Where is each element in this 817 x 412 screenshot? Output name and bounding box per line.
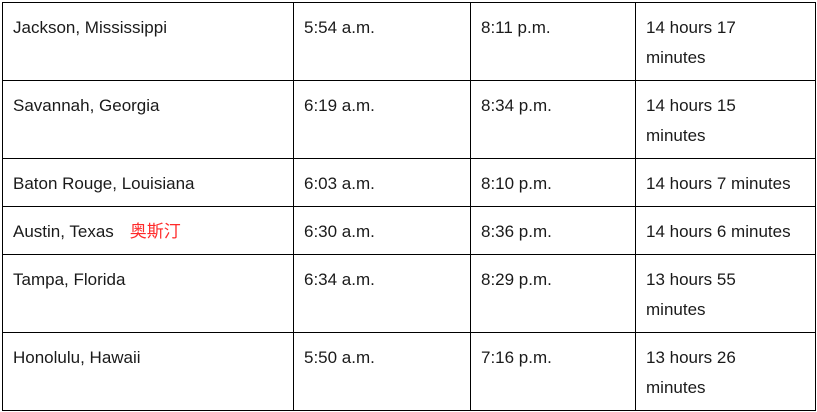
daylight-cell: 14 hours 6 minutes	[635, 206, 816, 255]
daylight-cell: 13 hours 55 minutes	[635, 254, 816, 333]
sunset-cell: 8:29 p.m.	[470, 254, 636, 333]
sunrise-cell: 6:34 a.m.	[293, 254, 471, 333]
table-row: Jackson, Mississippi 5:54 a.m. 8:11 p.m.…	[2, 2, 816, 81]
sunrise-cell: 6:30 a.m.	[293, 206, 471, 255]
city-cell: Baton Rouge, Louisiana	[2, 158, 294, 207]
sunset-cell: 8:11 p.m.	[470, 2, 636, 81]
city-cell: Honolulu, Hawaii	[2, 332, 294, 411]
sunrise-cell: 6:03 a.m.	[293, 158, 471, 207]
table-row: Baton Rouge, Louisiana 6:03 a.m. 8:10 p.…	[2, 158, 816, 207]
daylight-cell: 14 hours 15 minutes	[635, 80, 816, 159]
city-cell: Austin, Texas 奥斯汀	[2, 206, 294, 255]
table-row: Austin, Texas 奥斯汀 6:30 a.m. 8:36 p.m. 14 …	[2, 206, 816, 255]
daylight-cell: 14 hours 17 minutes	[635, 2, 816, 81]
sunrise-cell: 5:54 a.m.	[293, 2, 471, 81]
table-row: Tampa, Florida 6:34 a.m. 8:29 p.m. 13 ho…	[2, 254, 816, 333]
sunset-cell: 8:36 p.m.	[470, 206, 636, 255]
sunrise-cell: 5:50 a.m.	[293, 332, 471, 411]
sunset-cell: 7:16 p.m.	[470, 332, 636, 411]
sunrise-cell: 6:19 a.m.	[293, 80, 471, 159]
city-name: Austin, Texas	[13, 222, 114, 241]
city-cell: Tampa, Florida	[2, 254, 294, 333]
sunset-cell: 8:34 p.m.	[470, 80, 636, 159]
daylight-cell: 14 hours 7 minutes	[635, 158, 816, 207]
translation-annotation: 奥斯汀	[129, 222, 181, 241]
table-row: Savannah, Georgia 6:19 a.m. 8:34 p.m. 14…	[2, 80, 816, 159]
city-cell: Jackson, Mississippi	[2, 2, 294, 81]
table-row: Honolulu, Hawaii 5:50 a.m. 7:16 p.m. 13 …	[2, 332, 816, 411]
city-cell: Savannah, Georgia	[2, 80, 294, 159]
daylight-cell: 13 hours 26 minutes	[635, 332, 816, 411]
sunset-cell: 8:10 p.m.	[470, 158, 636, 207]
